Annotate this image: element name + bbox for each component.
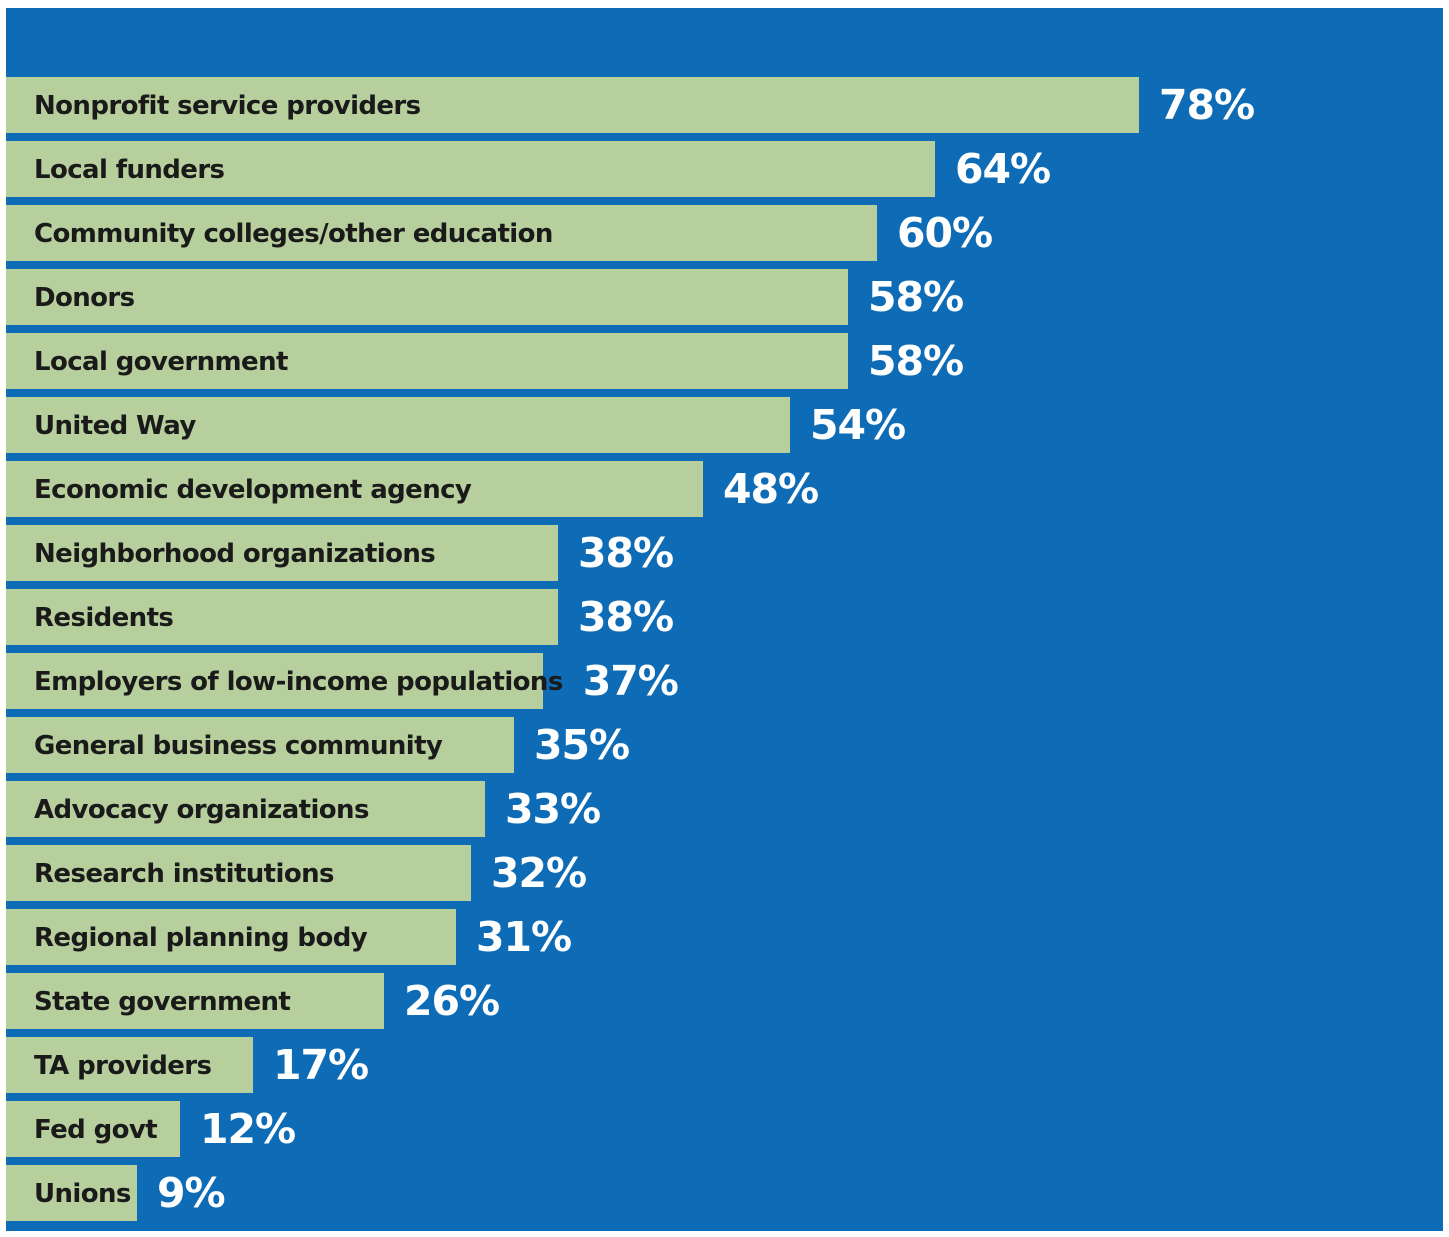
bar: Fed govt	[6, 1101, 180, 1157]
category-label: Fed govt	[34, 1115, 158, 1145]
bar: Local government	[6, 333, 848, 389]
category-label: Residents	[34, 603, 174, 633]
bar: Residents	[6, 589, 558, 645]
bar: Local funders	[6, 141, 935, 197]
value-label: 64%	[955, 145, 1051, 193]
category-label: Economic development agency	[34, 475, 472, 505]
category-label: State government	[34, 987, 291, 1017]
category-label: General business community	[34, 731, 443, 761]
category-label: Research institutions	[34, 859, 334, 889]
value-label: 54%	[810, 401, 906, 449]
value-label: 26%	[404, 977, 500, 1025]
bar: TA providers	[6, 1037, 253, 1093]
value-label: 38%	[578, 593, 674, 641]
category-label: Donors	[34, 283, 135, 313]
bar: Employers of low-income populations	[6, 653, 563, 709]
bar: Community colleges/other education	[6, 205, 877, 261]
value-label: 12%	[200, 1105, 296, 1153]
value-label: 32%	[491, 849, 587, 897]
bar: Unions	[6, 1165, 137, 1221]
bar-chart: Nonprofit service providers 78% Local fund…	[6, 8, 1443, 1231]
value-label: 9%	[157, 1169, 226, 1217]
category-label: Nonprofit service providers	[34, 91, 421, 121]
bar: Economic development agency	[6, 461, 703, 517]
category-label: Advocacy organizations	[34, 795, 369, 825]
bar: Advocacy organizations	[6, 781, 485, 837]
value-label: 31%	[476, 913, 572, 961]
category-label: Unions	[34, 1179, 131, 1209]
value-label: 33%	[505, 785, 601, 833]
bar: State government	[6, 973, 384, 1029]
value-label: 48%	[723, 465, 819, 513]
category-label: TA providers	[34, 1051, 212, 1081]
value-label: 38%	[578, 529, 674, 577]
category-label: Community colleges/other education	[34, 219, 553, 249]
value-label: 17%	[273, 1041, 369, 1089]
bar: Nonprofit service providers	[6, 77, 1139, 133]
category-label: Regional planning body	[34, 923, 368, 953]
category-label: Local funders	[34, 155, 225, 185]
category-label: Employers of low-income populations	[34, 667, 563, 697]
bar: General business community	[6, 717, 514, 773]
value-label: 37%	[582, 657, 679, 705]
bar: Neighborhood organizations	[6, 525, 558, 581]
category-label: Local government	[34, 347, 288, 377]
value-label: 78%	[1159, 81, 1255, 129]
value-label: 60%	[897, 209, 993, 257]
value-label: 58%	[868, 337, 964, 385]
bar: United Way	[6, 397, 790, 453]
value-label: 58%	[868, 273, 964, 321]
bar: Regional planning body	[6, 909, 456, 965]
category-label: Neighborhood organizations	[34, 539, 436, 569]
value-label: 35%	[534, 721, 630, 769]
bar: Research institutions	[6, 845, 471, 901]
category-label: United Way	[34, 411, 196, 441]
bar: Donors	[6, 269, 848, 325]
